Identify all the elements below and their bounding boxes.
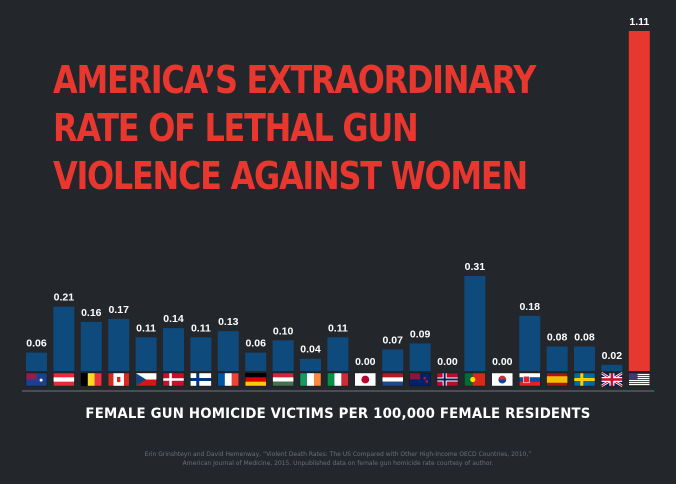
flag-belgium-icon [80,372,103,387]
bar-finland [190,337,212,371]
x-axis-label: FEMALE GUN HOMICIDE VICTIMS PER 100,000 … [85,406,591,422]
flag-japan-icon [354,372,376,387]
value-label-italy: 0.11 [328,322,348,334]
flag-italy-icon [327,372,349,387]
value-label-canada: 0.17 [108,304,129,316]
flag-hungary-icon [272,372,294,387]
value-label-united-kingdom: 0.02 [602,350,623,362]
headline-line-3: VIOLENCE AGAINST WOMEN [53,154,528,198]
value-label-norway: 0.00 [437,356,458,368]
bar-hungary [272,340,294,371]
flag-united-kingdom-icon [600,371,624,388]
value-label-united-states: 1.11 [629,16,649,28]
value-label-finland: 0.11 [191,322,211,334]
flag-slovakia-icon [519,372,541,387]
flag-sweden-icon [573,372,596,387]
value-label-spain: 0.08 [547,331,568,343]
bar-austria [53,306,75,371]
source-line-2: American Journal of Medicine, 2015. Unpu… [182,460,494,467]
flag-france-icon [217,372,240,387]
flag-new-zealand-icon [409,372,431,387]
bar-italy [327,337,349,371]
value-label-germany: 0.06 [245,338,266,350]
bar-slovakia [519,315,541,371]
bar-canada [108,318,130,371]
flag-netherlands-icon [382,372,404,387]
value-label-denmark: 0.14 [163,313,184,325]
headline-line-1: AMERICA’S EXTRAORDINARY [53,58,536,102]
bar-portugal [464,276,486,371]
value-label-czech-republic: 0.11 [136,322,156,334]
value-label-portugal: 0.31 [465,261,486,273]
value-label-sweden: 0.08 [574,331,595,343]
flag-germany-icon [244,372,267,387]
value-label-australia: 0.06 [26,338,47,350]
source-citation: Erin Grinshteyn and David Hemenway, “Vio… [0,450,676,468]
bar-czech-republic [135,337,157,371]
bar-united-kingdom [601,364,623,371]
value-label-belgium: 0.16 [81,307,102,319]
bar-new-zealand [409,343,431,371]
flag-norway-icon [436,372,459,387]
flag-finland-icon [190,372,212,387]
value-label-new-zealand: 0.09 [410,328,431,340]
bar-sweden [574,346,595,371]
flag-denmark-icon [162,372,185,387]
flag-ireland-icon [299,372,322,387]
bar-australia [26,352,47,371]
bar-spain [546,346,568,371]
bar-united-states [628,31,650,371]
flag-portugal-icon [464,372,486,387]
flag-spain-icon [546,372,568,387]
flag-australia-icon [25,372,48,387]
bar-netherlands [382,349,404,371]
value-label-austria: 0.21 [54,292,75,304]
value-label-netherlands: 0.07 [382,335,403,347]
value-label-south-korea: 0.00 [492,356,513,368]
value-label-slovakia: 0.18 [519,301,540,313]
bar-denmark [163,328,184,371]
flag-south-korea-icon [491,372,513,387]
headline-line-2: RATE OF LETHAL GUN [53,106,419,150]
bar-belgium [80,321,102,371]
source-line-1: Erin Grinshteyn and David Hemenway, “Vio… [144,451,532,458]
bar-ireland [300,358,321,371]
value-label-japan: 0.00 [355,356,376,368]
value-label-ireland: 0.04 [300,344,321,356]
value-label-france: 0.13 [218,316,239,328]
flag-united-states-icon [628,372,650,387]
flag-canada-icon [107,372,130,387]
value-label-hungary: 0.10 [273,325,294,337]
bar-france [217,331,239,371]
flag-czech-republic-icon [135,372,157,387]
flag-austria-icon [53,372,75,387]
bar-germany [245,352,267,371]
headline: AMERICA’S EXTRAORDINARY RATE OF LETHAL G… [53,56,536,200]
